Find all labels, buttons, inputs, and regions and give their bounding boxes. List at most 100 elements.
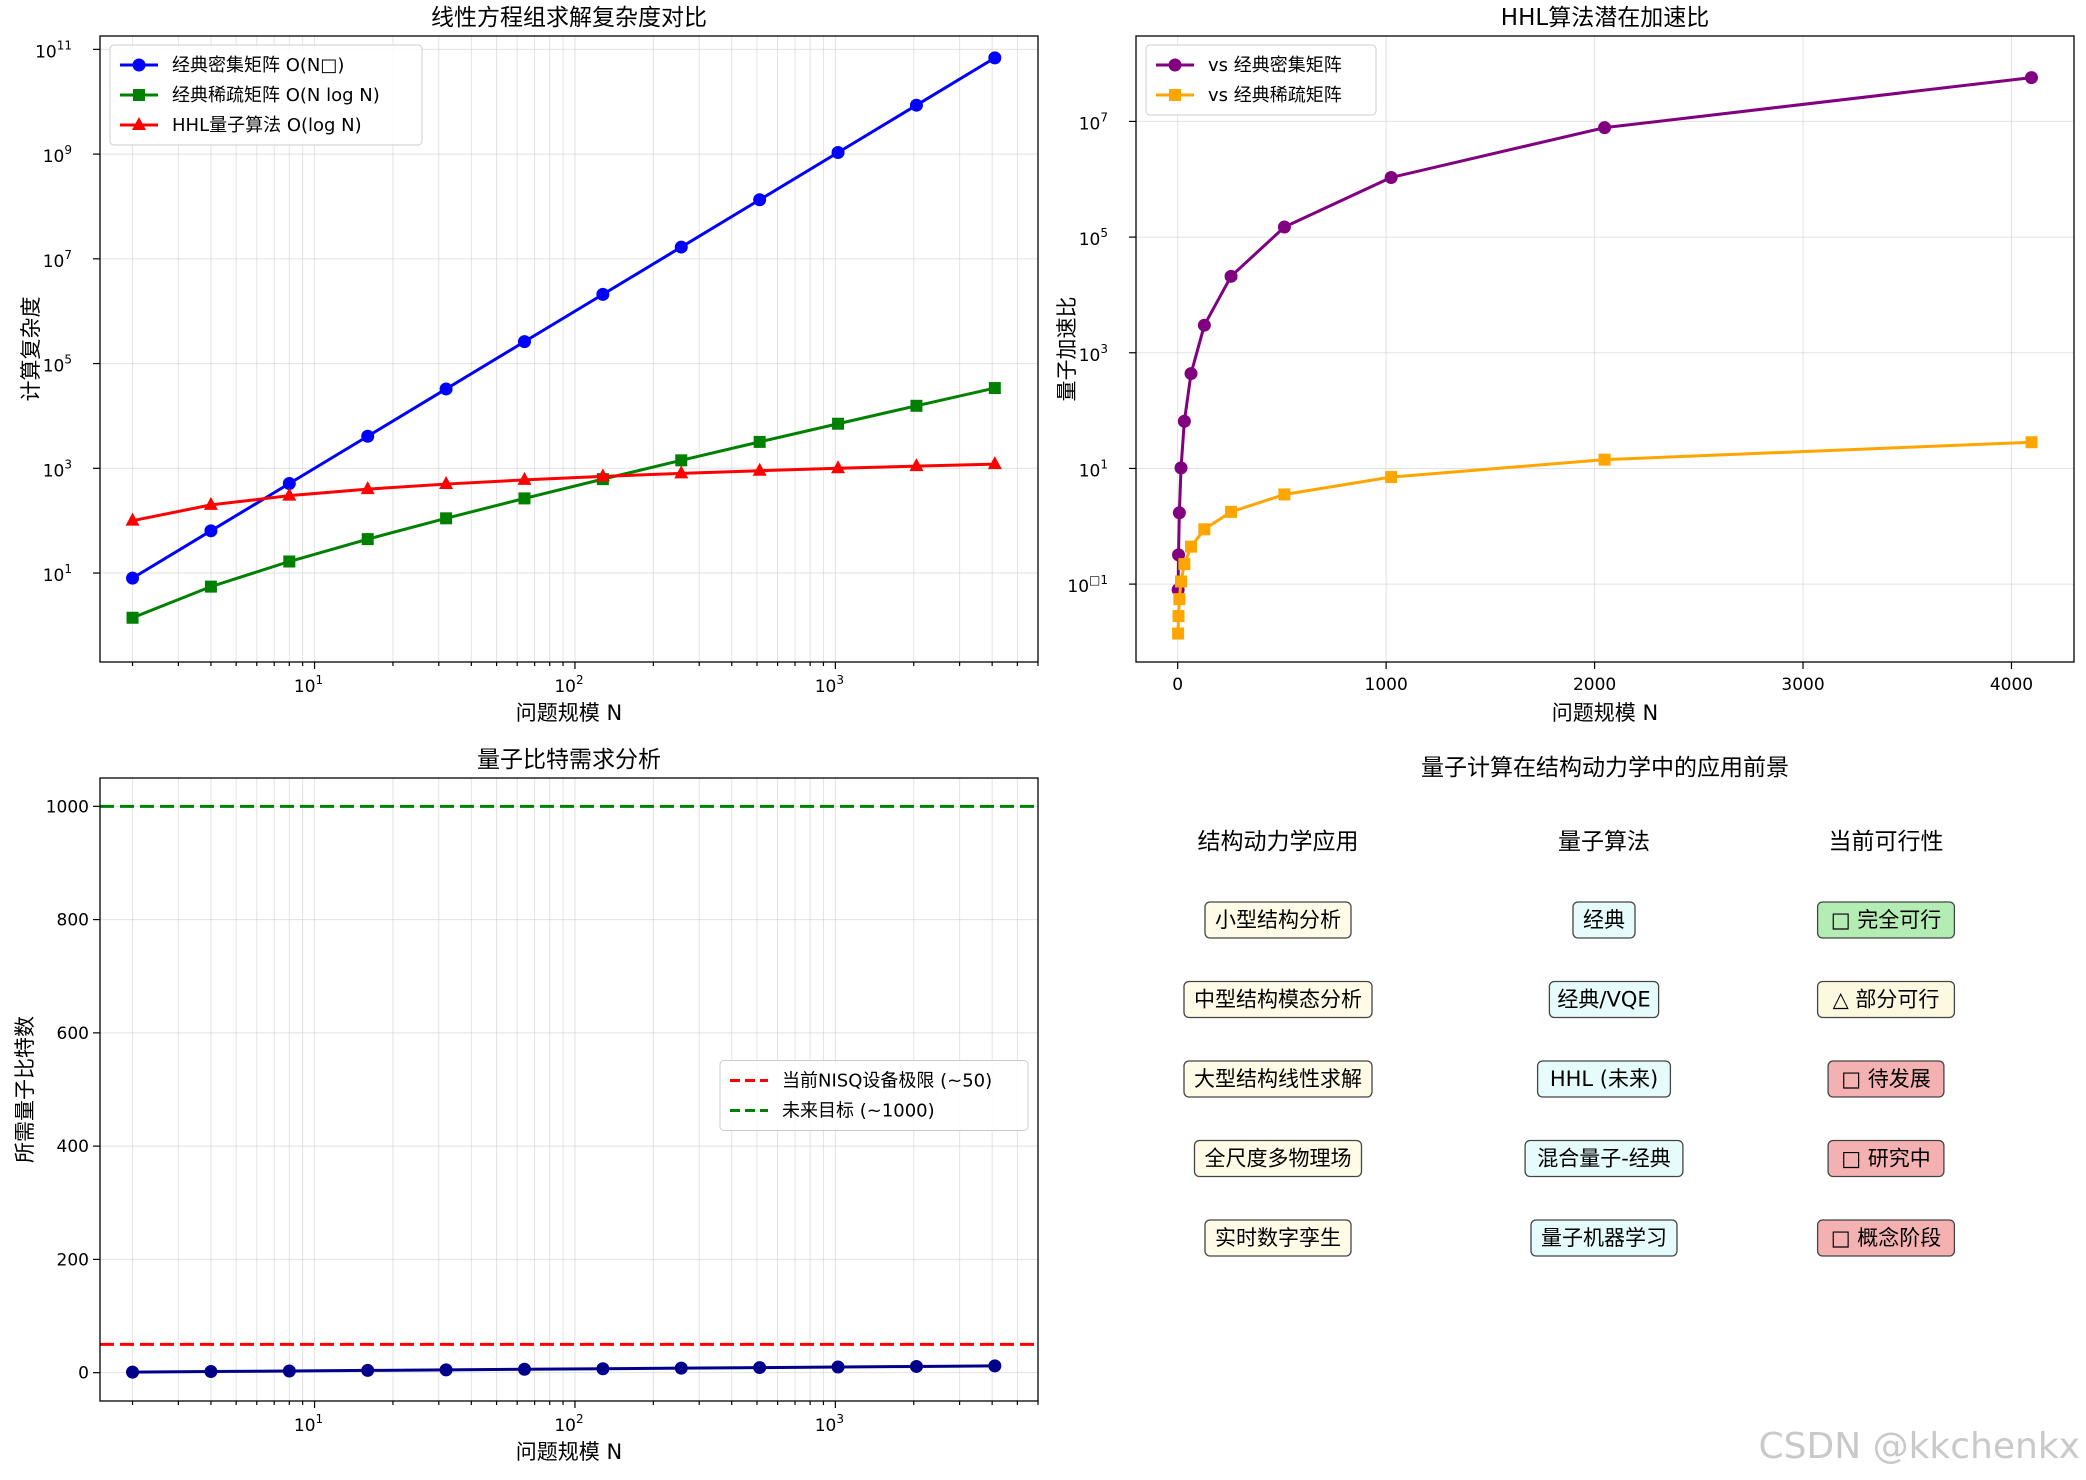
x-tick-label: 1000 xyxy=(1365,675,1408,695)
plot-frame xyxy=(1135,35,2075,663)
table-header: 当前可行性 xyxy=(1829,829,1944,855)
x-axis-label: 问题规模 N xyxy=(1552,701,1658,725)
data-point xyxy=(753,435,766,448)
table-cell: 中型结构模态分析 xyxy=(1194,988,1362,1012)
data-point xyxy=(518,492,531,505)
x-tick-label: 102 xyxy=(554,673,583,697)
table-cell: 全尺度多物理场 xyxy=(1205,1147,1352,1171)
legend-marker xyxy=(132,58,146,72)
data-point xyxy=(126,611,139,624)
data-point xyxy=(1277,220,1291,234)
data-point xyxy=(674,1361,688,1375)
data-point xyxy=(1598,453,1611,466)
y-tick-label: 1011 xyxy=(35,38,72,62)
series-line xyxy=(1176,76,2032,590)
table-cell-box xyxy=(1183,980,1373,1019)
table-cell-box xyxy=(1572,901,1636,939)
data-point xyxy=(909,458,924,472)
x-axis-label: 问题规模 N xyxy=(516,1440,622,1464)
x-tick-label: 102 xyxy=(554,1412,583,1436)
x-tick-label: 101 xyxy=(294,1412,323,1436)
legend-label: 当前NISQ设备极限 (~50) xyxy=(782,1071,992,1092)
y-tick-label: 103 xyxy=(43,457,72,481)
data-point xyxy=(988,51,1002,65)
data-point xyxy=(440,512,453,525)
data-point xyxy=(1384,170,1398,184)
legend-marker xyxy=(133,89,145,101)
chart-2: 0 1000 2000 3000 4000 10□1 101 103 105 107 HHL算法潜在… xyxy=(1055,5,2075,725)
table-cell-box xyxy=(1183,1060,1373,1098)
y-tick-label: 109 xyxy=(43,143,72,167)
data-point xyxy=(596,1362,610,1376)
data-point xyxy=(2025,436,2038,449)
legend-label: 未来目标 (~1000) xyxy=(782,1101,935,1122)
data-point xyxy=(596,287,610,301)
y-axis-label: 计算复杂度 xyxy=(19,297,43,402)
data-point xyxy=(1178,558,1191,571)
table-cell: HHL (未来) xyxy=(1550,1067,1658,1091)
data-point xyxy=(361,533,374,546)
chart-title: HHL算法潜在加速比 xyxy=(1501,5,1709,31)
table-cell-box xyxy=(1816,901,1956,939)
chart-title: 线性方程组求解复杂度对比 xyxy=(431,5,707,31)
y-tick-label: 105 xyxy=(43,353,72,377)
data-point xyxy=(832,417,845,430)
data-point xyxy=(361,429,375,443)
legend: vs 经典密集矩阵 vs 经典稀疏矩阵 xyxy=(1145,44,1377,116)
data-point xyxy=(126,571,140,585)
plot-frame xyxy=(99,777,1039,1402)
table-cell-box xyxy=(1827,1060,1945,1098)
table-cell-box xyxy=(1548,980,1660,1019)
data-point xyxy=(1225,505,1238,518)
x-tick-label: 101 xyxy=(294,673,323,697)
data-point xyxy=(1278,488,1291,501)
legend-label: 经典稀疏矩阵 O(N log N) xyxy=(172,85,380,106)
data-point xyxy=(753,193,767,207)
data-point xyxy=(674,240,688,254)
data-point xyxy=(752,462,767,476)
legend-marker xyxy=(132,117,146,130)
legend-label: 经典密集矩阵 O(N□) xyxy=(172,55,344,76)
legend-marker xyxy=(1168,58,1182,72)
data-point xyxy=(203,496,218,510)
y-tick-label: 103 xyxy=(1079,342,1108,366)
legend-label: vs 经典稀疏矩阵 xyxy=(1208,85,1342,106)
table-cell: □ 概念阶段 xyxy=(1831,1226,1942,1250)
watermark: CSDN @kkchenkx xyxy=(1758,1426,2080,1467)
y-tick-label: 101 xyxy=(43,562,72,586)
data-point xyxy=(1174,461,1188,475)
table-cell-box xyxy=(1204,901,1352,939)
data-point xyxy=(1224,269,1238,283)
data-point xyxy=(831,145,845,159)
legend-label: HHL量子算法 O(log N) xyxy=(172,115,362,136)
data-point xyxy=(1172,506,1186,520)
table-cell: □ 待发展 xyxy=(1841,1067,1931,1091)
data-point xyxy=(831,460,846,474)
legend: 经典密集矩阵 O(N□) 经典稀疏矩阵 O(N log N) HHL量子算法 O(l… xyxy=(109,44,423,146)
data-point xyxy=(439,382,453,396)
y-axis-label: 所需量子比特数 xyxy=(13,1016,37,1163)
data-point xyxy=(282,477,296,491)
y-tick-label: 107 xyxy=(1079,110,1108,134)
data-point xyxy=(2024,71,2038,85)
table-cell-box xyxy=(1524,1139,1684,1178)
table-title: 量子计算在结构动力学中的应用前景 xyxy=(1421,755,1789,781)
legend-marker xyxy=(1169,89,1181,101)
legend: 当前NISQ设备极限 (~50) 未来目标 (~1000) xyxy=(719,1060,1029,1131)
data-point xyxy=(439,1363,453,1377)
data-point xyxy=(909,98,923,112)
data-point xyxy=(282,487,297,501)
table-cell: 大型结构线性求解 xyxy=(1194,1067,1362,1091)
data-point xyxy=(126,1365,140,1379)
table-cell: 量子机器学习 xyxy=(1541,1226,1667,1250)
data-point xyxy=(204,580,217,593)
legend-box xyxy=(1145,44,1377,116)
x-tick-label: 2000 xyxy=(1573,675,1616,695)
data-point xyxy=(1198,523,1211,536)
data-point xyxy=(282,1364,296,1378)
data-point xyxy=(1172,610,1185,623)
y-tick-label: 101 xyxy=(1079,457,1108,481)
